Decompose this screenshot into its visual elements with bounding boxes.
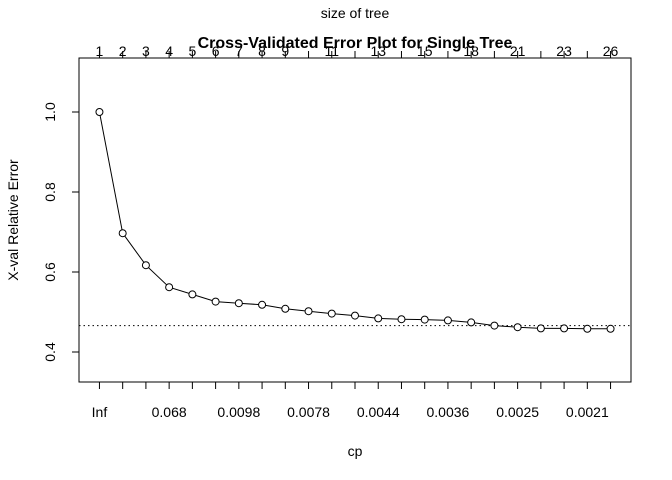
data-point [258, 300, 267, 309]
top-tick-label: 13 [370, 43, 386, 59]
y-tick-label: 1.0 [42, 102, 58, 122]
data-point [118, 229, 127, 238]
top-tick-label: 23 [556, 43, 572, 59]
top-tick-label: 7 [235, 43, 243, 59]
bottom-tick-label: 0.068 [152, 404, 187, 420]
data-point [234, 299, 243, 308]
bottom-axis: Inf 0.068 0.0098 0.0078 0.0044 0.0036 0.0025 0.… [92, 381, 612, 420]
top-axis: 1 2 3 4 5 6 7 8 9 11 13 15 18 21 23 26 [96, 43, 619, 59]
top-tick-label: 1 [96, 43, 104, 59]
bottom-tick-label: 0.0036 [427, 404, 470, 420]
data-point [141, 261, 150, 270]
top-tick-label: 5 [188, 43, 196, 59]
top-tick-label: 26 [603, 43, 619, 59]
chart-title: Cross-Validated Error Plot for Single Tr… [198, 35, 513, 52]
top-tick-label: 15 [417, 43, 433, 59]
top-tick-label: 18 [463, 43, 479, 59]
data-point [420, 315, 429, 324]
data-point [443, 316, 452, 325]
series-group [95, 108, 615, 333]
data-point [211, 297, 220, 306]
top-tick-label: 11 [324, 43, 339, 59]
data-point [374, 314, 383, 323]
top-axis-label: size of tree [321, 5, 390, 21]
data-point [281, 304, 290, 313]
data-point [188, 290, 197, 299]
top-tick-label: 8 [258, 43, 266, 59]
top-tick-label: 21 [510, 43, 526, 59]
data-point [490, 321, 499, 330]
bottom-tick-label: 0.0044 [357, 404, 400, 420]
top-tick-label: 3 [142, 43, 150, 59]
data-point [467, 318, 476, 327]
data-point [397, 315, 406, 324]
y-tick-label: 0.6 [42, 262, 58, 282]
data-point [513, 323, 522, 332]
top-tick-label: 2 [119, 43, 127, 59]
y-axis-label: X-val Relative Error [5, 159, 21, 281]
data-point [165, 283, 174, 292]
top-tick-label: 6 [212, 43, 220, 59]
bottom-tick-label: 0.0021 [566, 404, 609, 420]
y-axis: 0.4 0.6 0.8 1.0 [42, 102, 80, 362]
y-tick-label: 0.4 [42, 342, 58, 362]
series-line [98, 111, 611, 330]
bottom-tick-label: Inf [92, 404, 108, 420]
data-point [304, 307, 313, 316]
top-tick-label: 4 [165, 43, 173, 59]
y-tick-label: 0.8 [42, 182, 58, 202]
bottom-tick-label: 0.0098 [217, 404, 260, 420]
data-point [536, 324, 545, 333]
data-point [351, 311, 359, 320]
data-point [606, 324, 615, 333]
data-point [327, 309, 336, 318]
plot-frame [78, 57, 632, 383]
data-point [95, 108, 104, 116]
data-point [583, 324, 592, 333]
data-point [560, 324, 569, 333]
bottom-tick-label: 0.0078 [287, 404, 330, 420]
x-axis-label: cp [348, 443, 363, 459]
bottom-tick-label: 0.0025 [496, 404, 539, 420]
top-tick-label: 9 [281, 43, 289, 59]
